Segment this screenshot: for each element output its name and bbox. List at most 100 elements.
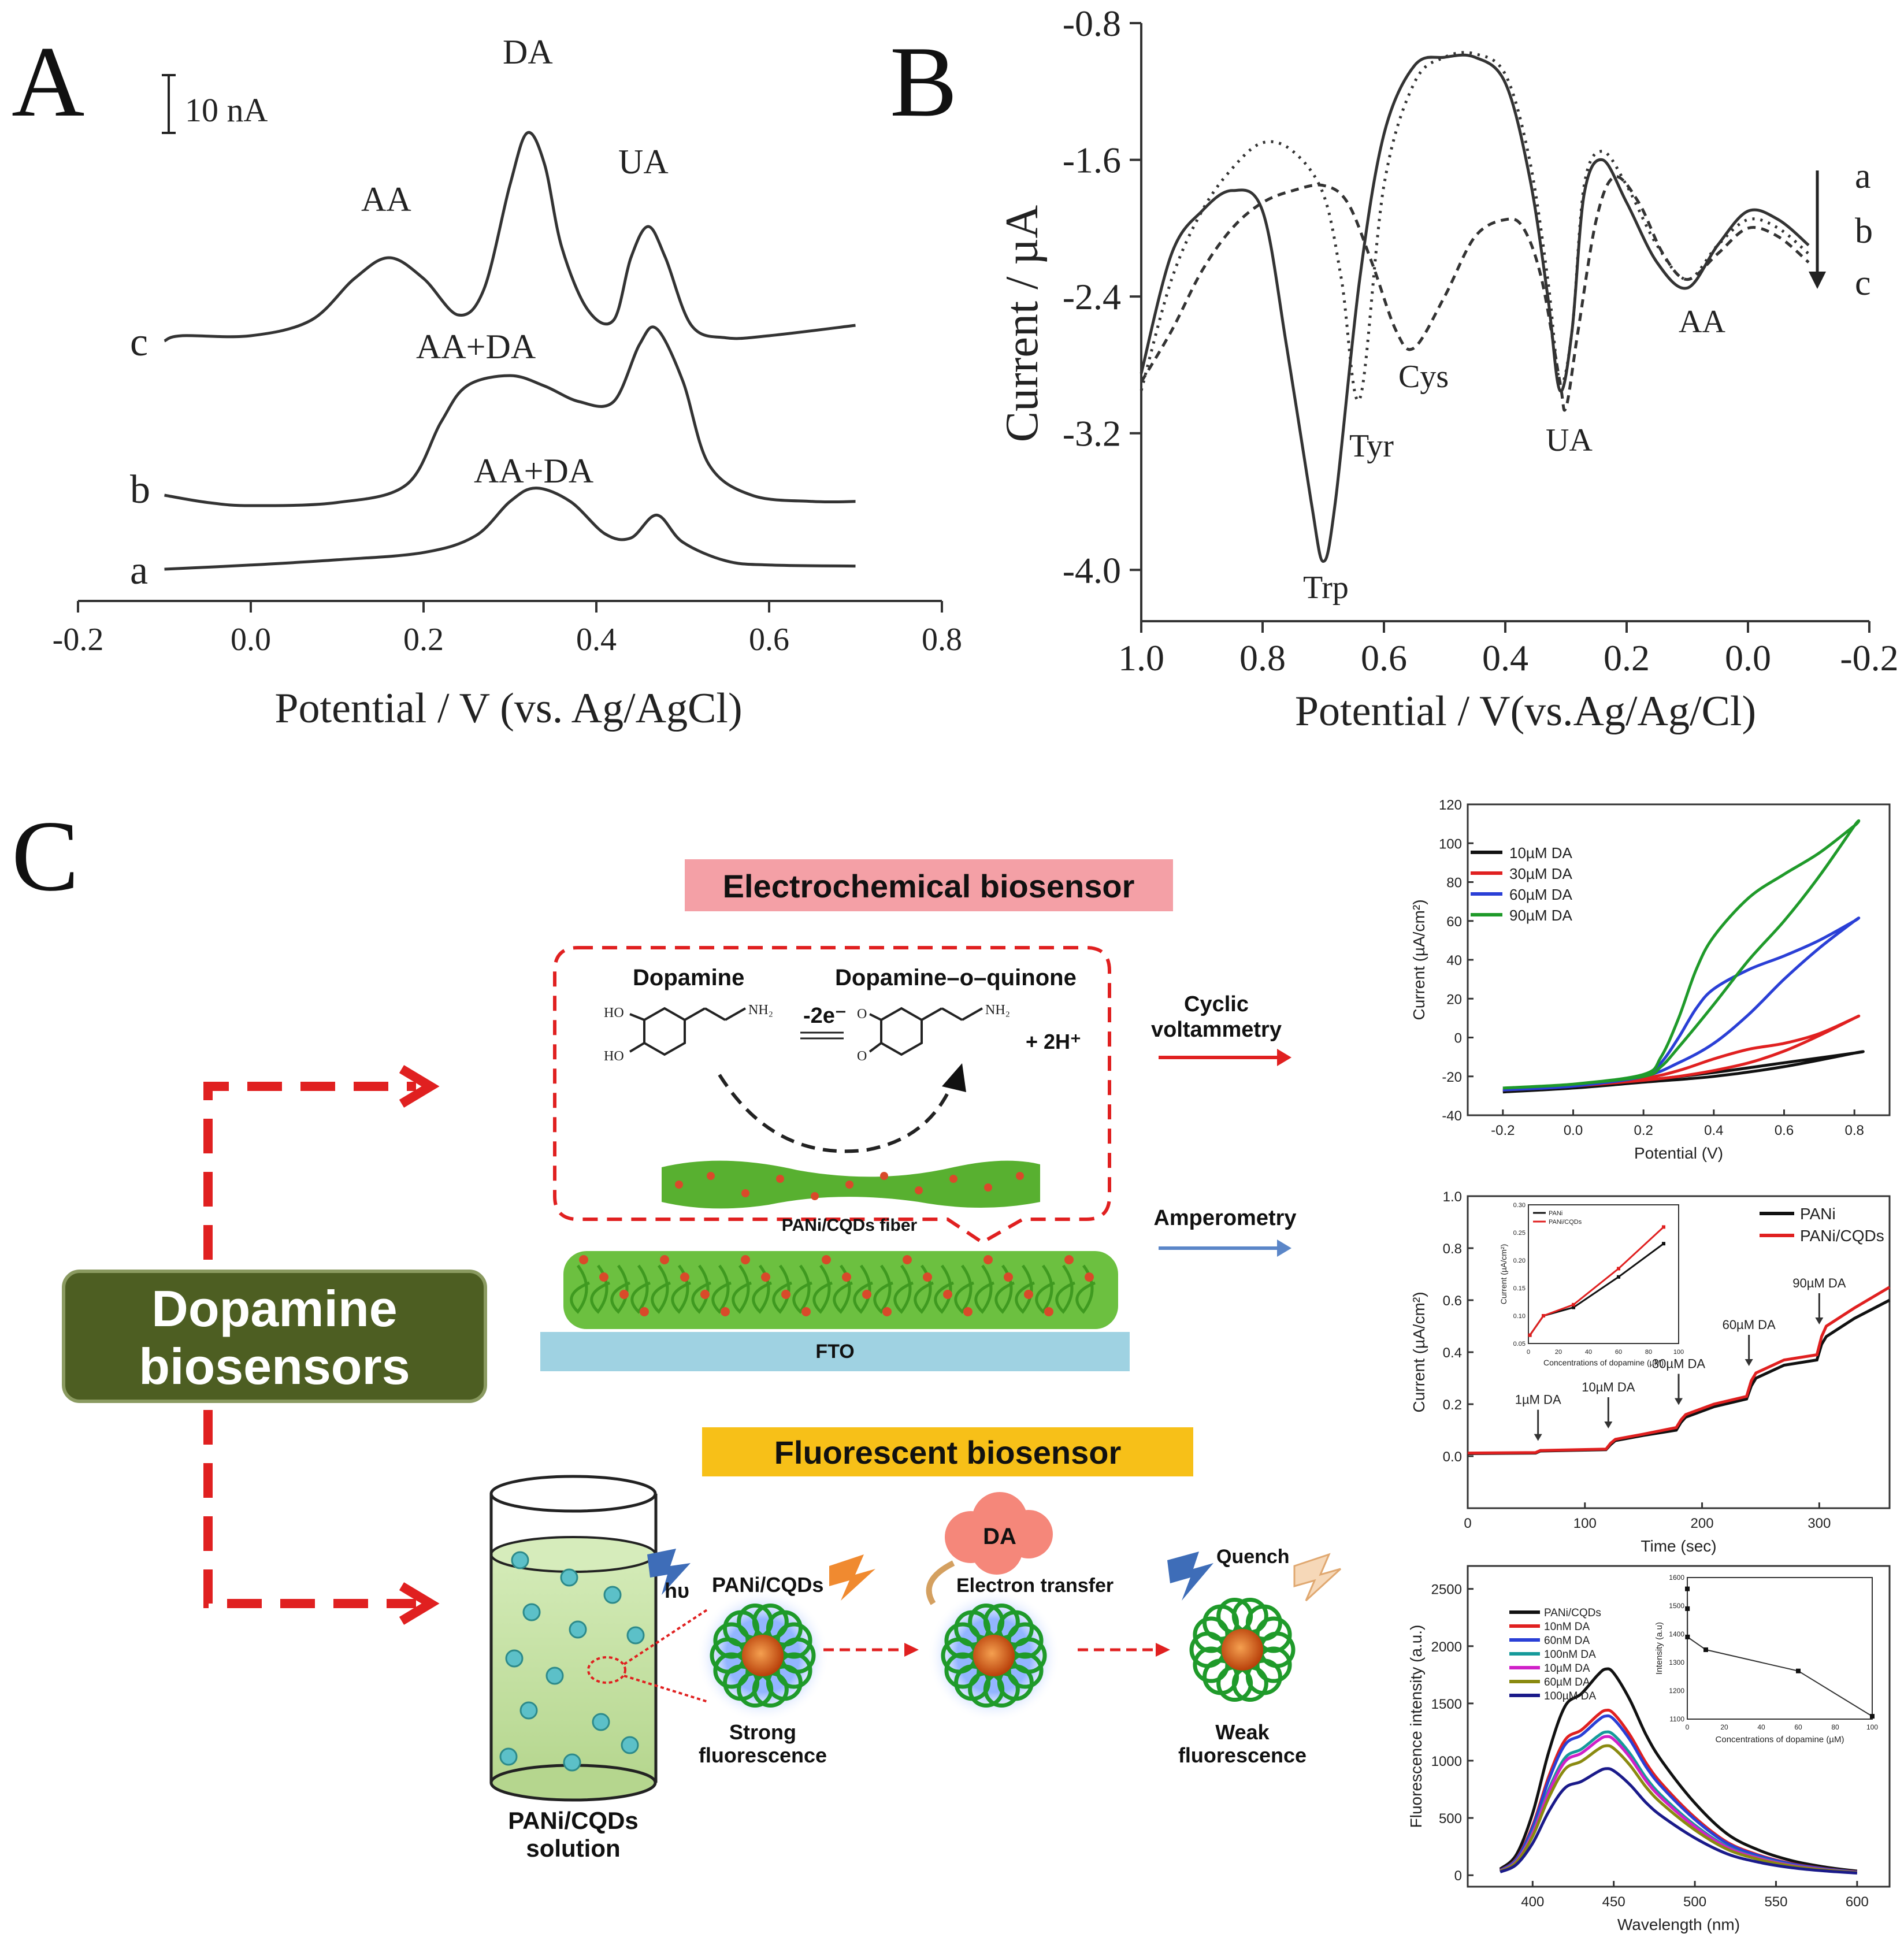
cqd-particle: [505, 1649, 524, 1668]
fiber-label: PANi/CQDs fiber: [782, 1216, 918, 1235]
mat-dot: [943, 1290, 952, 1299]
beaker-dots: [499, 1551, 645, 1772]
panel-c: C Dopamine biosensors Electrochemical bio…: [12, 800, 1342, 1862]
dopamine-sidechain-3: [725, 1007, 746, 1021]
peak-label-cys: Cys: [1398, 359, 1449, 395]
fl-curve: [1499, 1667, 1858, 1873]
panel-a-curves: [164, 131, 856, 571]
text-line: Dopamine: [151, 1280, 397, 1337]
cv-curve: [1502, 1014, 1861, 1092]
legend-label: 100nM DA: [1544, 1649, 1596, 1661]
zoom-line-top: [623, 1608, 709, 1665]
legend-label: PANi/CQDs: [1800, 1227, 1884, 1245]
amperometry-label: Amperometry: [1153, 1206, 1296, 1230]
cqd-particle: [569, 1620, 587, 1639]
panel-b-label: B: [890, 25, 957, 138]
fiber-dot: [845, 1181, 853, 1189]
quinone-o-1: [869, 1013, 882, 1021]
mat-strand: [630, 1264, 651, 1314]
y-tick-label: -40: [1442, 1108, 1462, 1124]
panel-b-ticks: 1.0 0.8 0.6 0.4 0.2 0.0 -0.2 -0.8 -1.6 -2.4 -3.2 -4…: [1063, 3, 1899, 678]
text-line: fluorescence: [699, 1743, 827, 1767]
fl-curve: [1499, 1744, 1857, 1875]
curve-label-a: a: [1855, 157, 1871, 196]
y-tick-label: 0.4: [1443, 1345, 1462, 1361]
fto-electrode: [540, 1332, 1130, 1371]
inset-point: [1542, 1314, 1545, 1317]
mat-dot: [579, 1255, 588, 1264]
y-axis-label: Current (µA/cm²): [1410, 899, 1428, 1020]
inset-y-tick: 0.10: [1513, 1313, 1526, 1320]
inset-point: [1662, 1242, 1665, 1246]
x-tick-label: 450: [1602, 1894, 1625, 1910]
mat-strand: [732, 1264, 752, 1314]
legend-label: 60µM DA: [1544, 1676, 1590, 1688]
mat-strand: [853, 1264, 873, 1314]
title-box-text: Dopamine biosensors: [139, 1280, 410, 1395]
step-label: 90µM DA: [1792, 1276, 1846, 1290]
legend-label: 10µM DA: [1544, 1662, 1590, 1675]
mat-dot: [862, 1290, 871, 1299]
x-tick-label: 0.6: [749, 622, 789, 658]
x-tick-label: 0.0: [1564, 1123, 1583, 1138]
electron-label: -2e⁻: [803, 1004, 847, 1028]
inset-x-tick: 100: [1866, 1723, 1878, 1731]
y-axis-label: Fluorescence intensity (a.u.): [1407, 1625, 1425, 1828]
x-tick-label: 0.6: [1361, 637, 1407, 678]
inset-x-tick: 40: [1585, 1349, 1592, 1356]
step-label: 1µM DA: [1515, 1393, 1561, 1407]
electron-transfer-label: Electron transfer: [956, 1575, 1114, 1597]
polymer-loop: [1007, 1622, 1044, 1659]
fiber-dot: [707, 1172, 715, 1180]
panel-c-label: C: [12, 800, 79, 912]
step-arrow-head: [1815, 1317, 1824, 1324]
inset-point: [1870, 1714, 1875, 1719]
electrochemical-banner: [685, 859, 1173, 911]
y-tick-label: 0.0: [1443, 1449, 1462, 1465]
x-tick-label: 0.2: [1604, 637, 1650, 678]
mat-strand: [610, 1264, 630, 1314]
cqd-particle: [626, 1626, 645, 1645]
amp-curve: [1467, 1286, 1891, 1455]
fiber-dot: [811, 1192, 819, 1200]
curve-c: [1140, 175, 1810, 412]
inset-point: [1617, 1267, 1620, 1271]
quinone-o-2: [869, 1042, 882, 1053]
mat-dot: [640, 1307, 649, 1316]
mat-dot: [660, 1255, 669, 1264]
fluorescent-banner-text: Fluorescent biosensor: [774, 1434, 1122, 1471]
electrochemical-banner-text: Electrochemical biosensor: [723, 868, 1135, 904]
y-tick-label: 0: [1454, 1868, 1462, 1884]
legend-label: 100µM DA: [1544, 1690, 1596, 1702]
x-tick-label: 100: [1573, 1516, 1597, 1531]
cqd-particle: [499, 1747, 518, 1766]
weak-fluorescence-label: Weak fluorescence: [1178, 1720, 1307, 1767]
beaker: [489, 1475, 709, 1802]
inset-point: [1617, 1275, 1620, 1279]
mat-dot: [741, 1255, 750, 1264]
cqd-particle: [592, 1713, 610, 1731]
mat-dot: [619, 1290, 629, 1299]
y-tick-label: 60: [1446, 914, 1462, 930]
fl-curve: [1500, 1767, 1857, 1875]
reaction-callout: [553, 946, 1111, 1245]
flow-arrow-1-head: [904, 1643, 919, 1657]
step-arrow-head: [1604, 1422, 1613, 1428]
mat-strand: [893, 1264, 914, 1314]
x-tick-label: 400: [1521, 1894, 1544, 1910]
fiber-dot: [880, 1172, 888, 1180]
dopamine-sidechain-2: [704, 1007, 726, 1021]
inset-point: [1796, 1668, 1801, 1673]
curve-label-c: c: [1855, 263, 1871, 303]
text-line: Weak: [1215, 1720, 1270, 1744]
x-tick-label: 0: [1464, 1516, 1471, 1531]
x-tick-label: -0.2: [1840, 637, 1898, 678]
particle-strong: [696, 1589, 829, 1722]
inset-point: [1662, 1225, 1665, 1229]
dopamine-sidechain-1: [684, 1007, 706, 1021]
scalebar-label: 10 nA: [185, 91, 268, 129]
inset-x-tick: 80: [1831, 1723, 1839, 1731]
mat-dot: [700, 1290, 710, 1299]
mat-dot: [1044, 1307, 1053, 1316]
